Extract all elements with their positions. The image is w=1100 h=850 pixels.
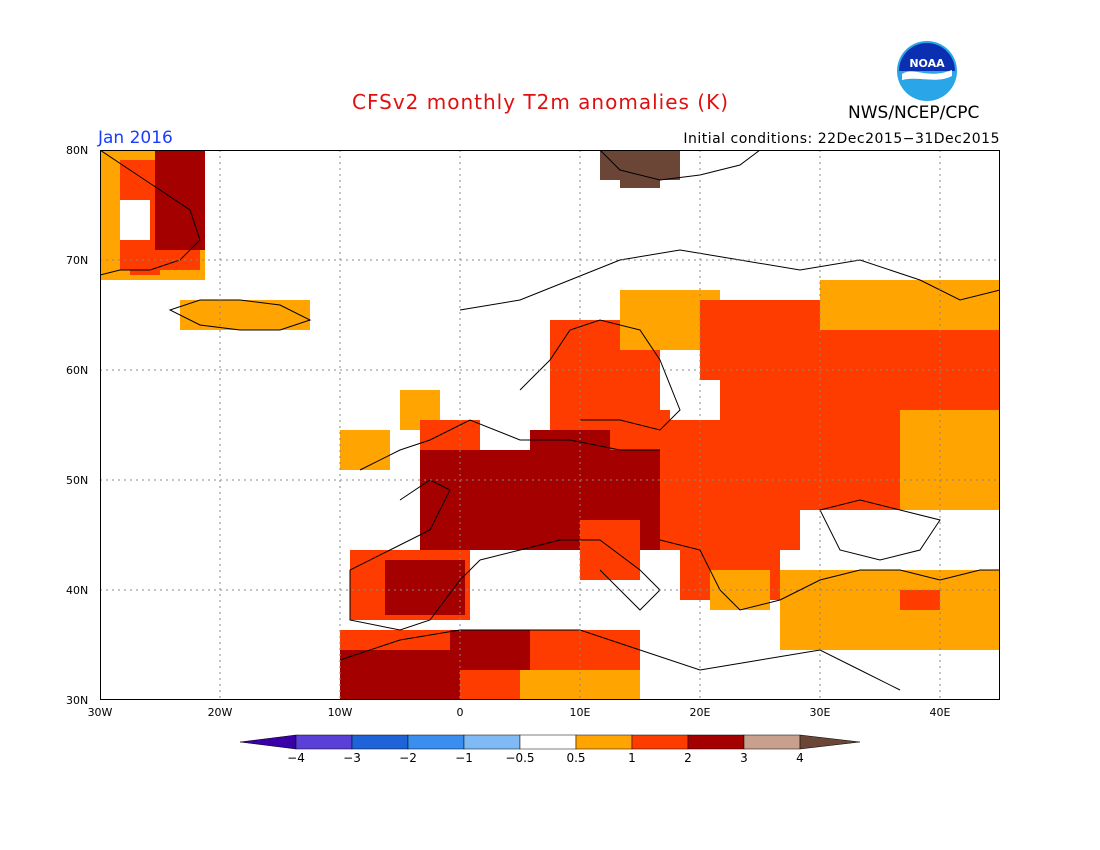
legend-label-minus05: −0.5 [505, 751, 535, 765]
italy-balkans-anomaly [580, 510, 780, 610]
lat-label-60n: 60N [66, 364, 89, 377]
legend-label-3: 3 [740, 751, 748, 765]
coastlines [100, 150, 1000, 691]
lon-label-20w: 20W [207, 706, 233, 719]
lon-label-30e: 30E [809, 706, 831, 719]
noaa-logo: NOAA [897, 41, 957, 101]
lon-label-30w: 30W [87, 706, 113, 719]
legend-label-1: 1 [628, 751, 636, 765]
legend-label-2: 2 [684, 751, 692, 765]
iceland-anomaly [180, 300, 310, 330]
turkey-anomaly [780, 510, 1000, 650]
lat-label-30n: 30N [66, 694, 89, 707]
lon-label-0: 0 [456, 706, 464, 719]
legend-label-05: 0.5 [566, 751, 586, 765]
lat-label-50n: 50N [66, 474, 89, 487]
lon-label-40e: 40E [929, 706, 951, 719]
legend-label-minus2: −2 [399, 751, 417, 765]
initial-conditions: Initial conditions: 22Dec2015−31Dec2015 [683, 131, 1000, 147]
iberia-anomaly [350, 550, 470, 620]
graticule [100, 150, 1000, 700]
north-africa-anomaly [340, 630, 640, 700]
lat-label-40n: 40N [66, 584, 89, 597]
lon-label-20e: 20E [689, 706, 711, 719]
forecast-month: Jan 2016 [98, 128, 173, 148]
organization-label: NWS/NCEP/CPC [848, 103, 980, 123]
lon-label-10e: 10E [569, 706, 591, 719]
anomaly-map [100, 150, 1000, 700]
greenland-anomaly [100, 150, 205, 280]
legend-label-4: 4 [796, 751, 804, 765]
svg-text:NOAA: NOAA [909, 57, 945, 70]
legend-label-minus4: −4 [287, 751, 305, 765]
map-title: CFSv2 monthly T2m anomalies (K) [352, 90, 729, 114]
lon-label-10w: 10W [327, 706, 353, 719]
legend-label-minus3: −3 [343, 751, 361, 765]
lat-label-80n: 80N [66, 144, 89, 157]
lat-label-70n: 70N [66, 254, 89, 267]
legend-label-minus1: −1 [455, 751, 473, 765]
color-bar [240, 734, 861, 750]
